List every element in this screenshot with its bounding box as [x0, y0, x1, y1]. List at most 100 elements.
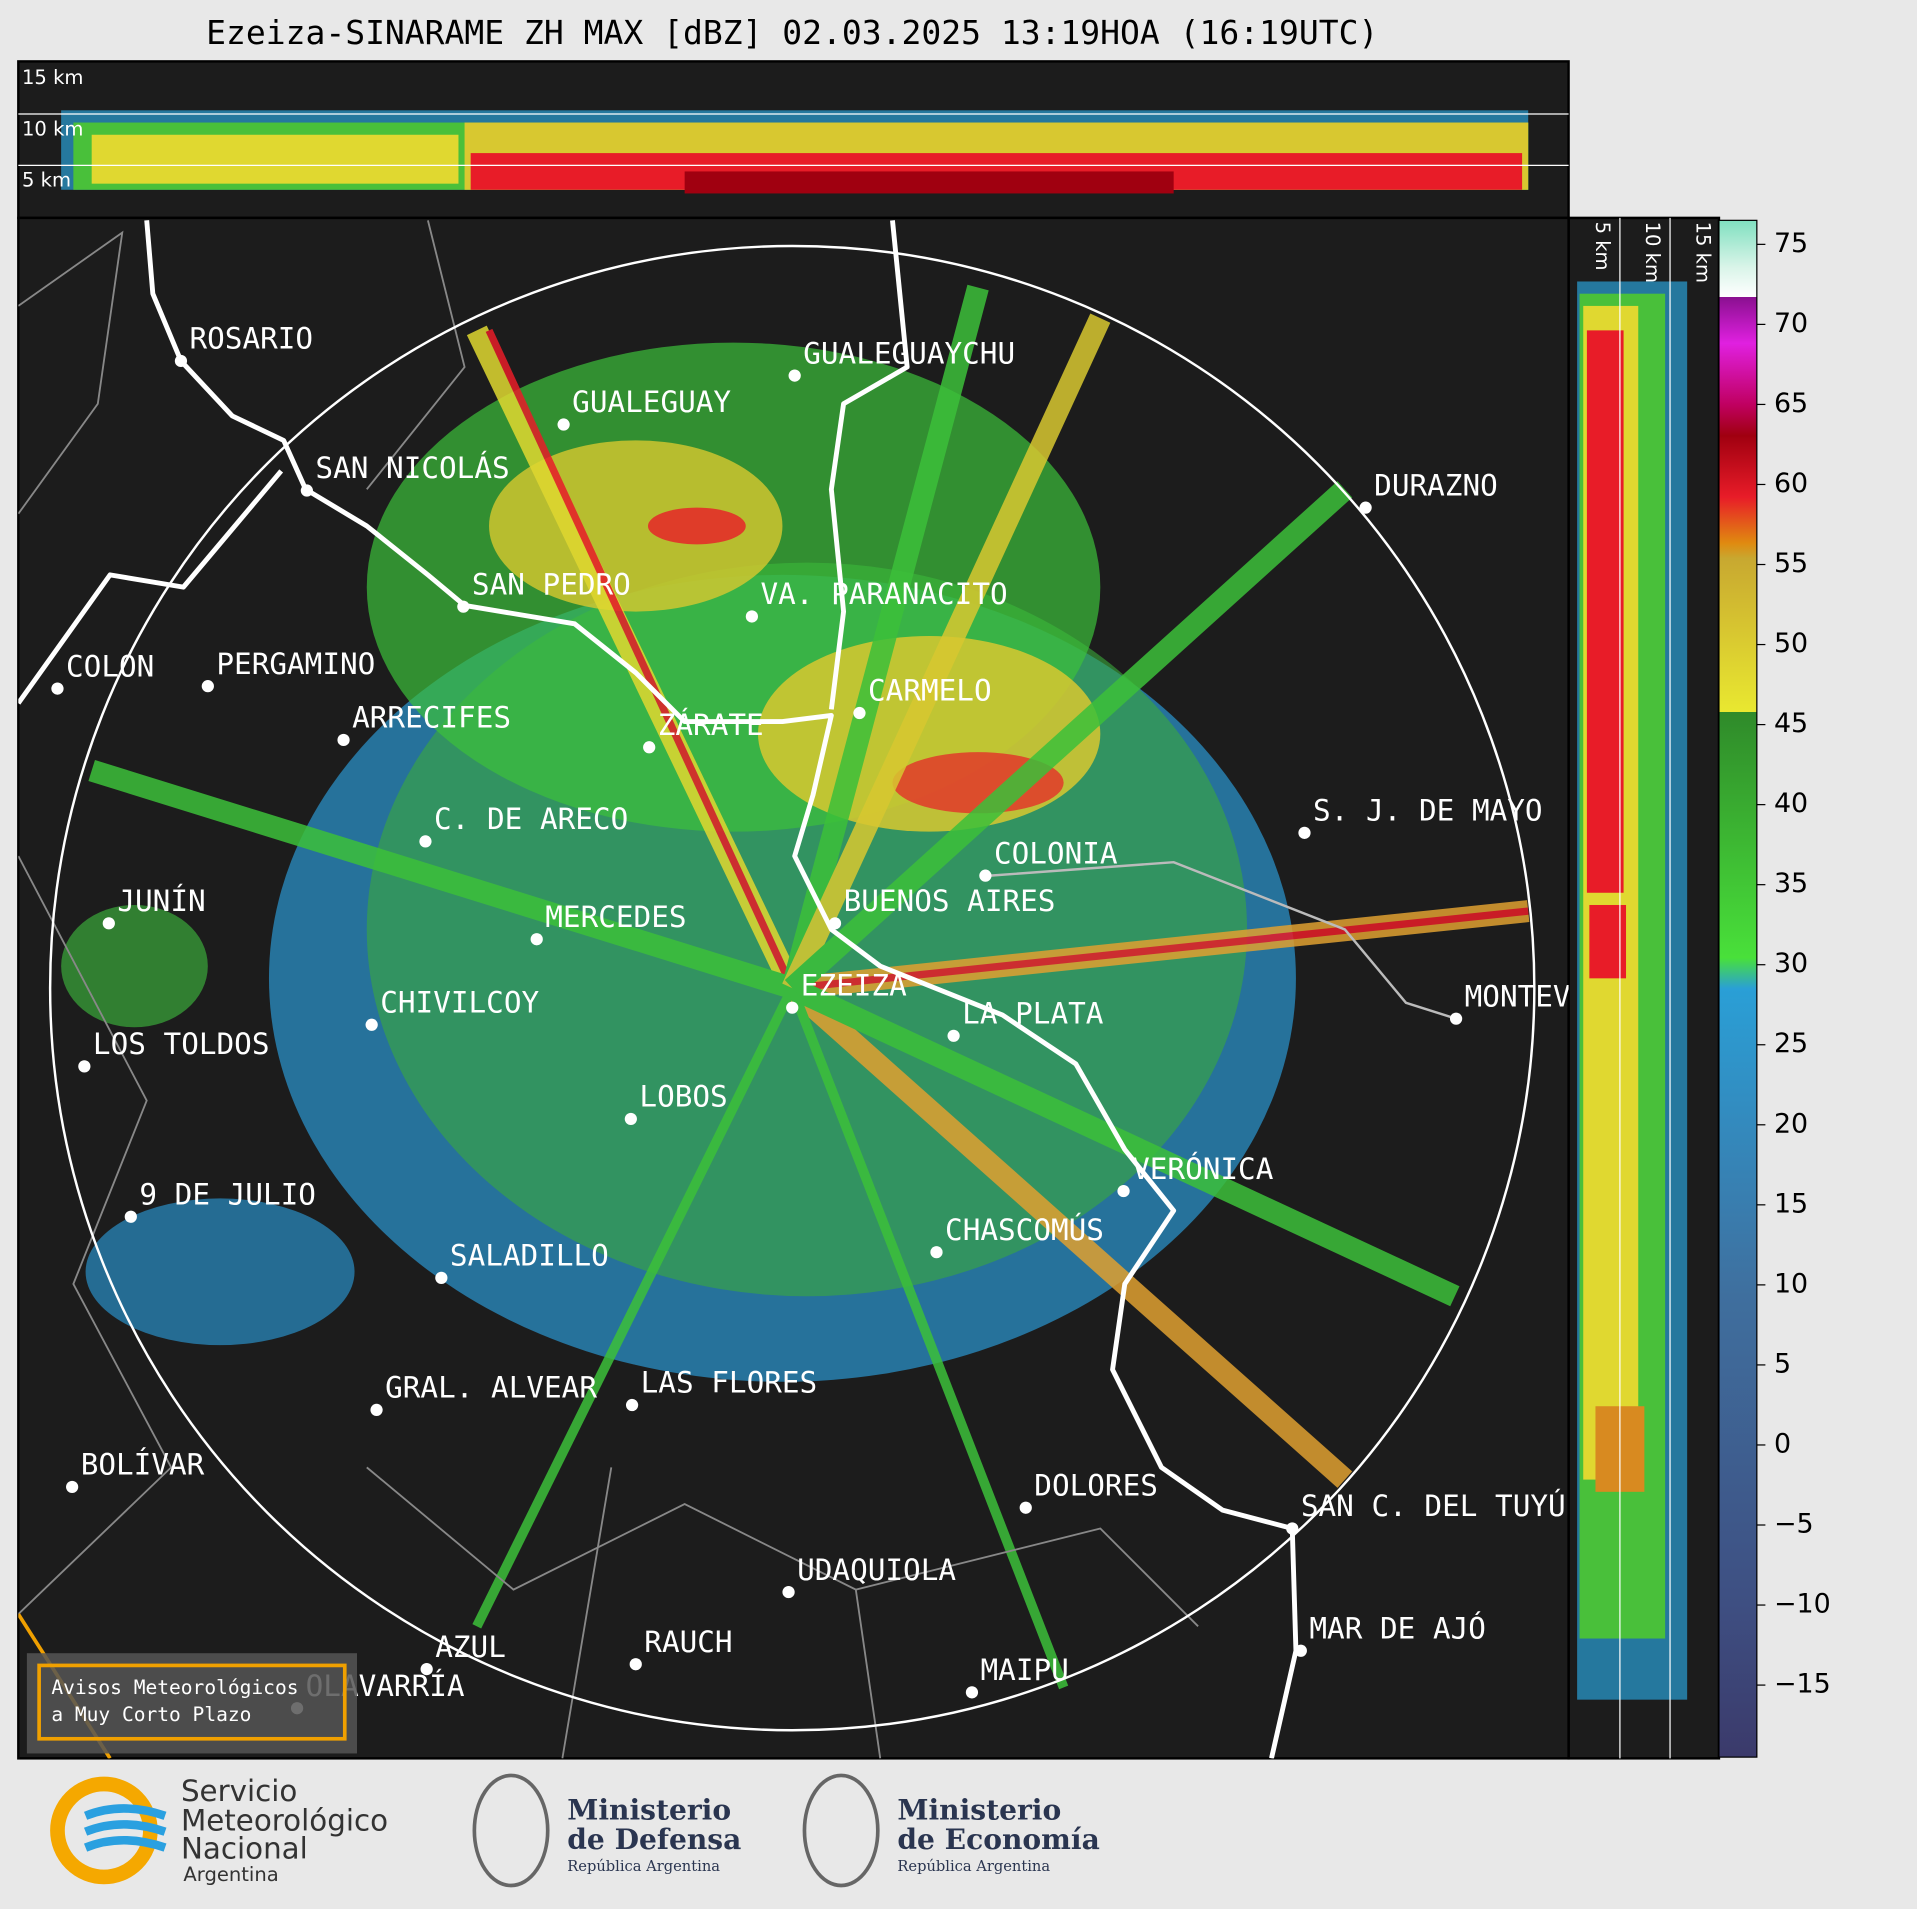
city-dot: [853, 706, 866, 720]
logo-text: Ministerio: [567, 1794, 731, 1827]
logo-text: de Economía: [897, 1823, 1099, 1856]
city-label: BOLÍVAR: [81, 1447, 205, 1482]
city-dot: [624, 1112, 637, 1126]
colorbar-tick-label: −5: [1774, 1509, 1814, 1540]
logo-text: Nacional: [181, 1832, 308, 1866]
city-dot: [643, 741, 656, 754]
city-dot: [435, 1271, 448, 1284]
city-dot: [786, 1001, 799, 1014]
city-dot: [300, 484, 313, 497]
city-dot: [965, 1686, 979, 1699]
height-label: 15 km: [22, 66, 83, 89]
city-label: LA PLATA: [962, 997, 1104, 1031]
city-dot: [930, 1246, 943, 1259]
logo-defensa: Ministerio de Defensa República Argentin…: [472, 1773, 741, 1888]
notice-text[interactable]: Avisos Meteorológicos: [51, 1676, 298, 1699]
colorbar-tick-label: 40: [1774, 788, 1808, 819]
logo-text: Ministerio: [897, 1794, 1061, 1827]
colorbar-tick-label: 25: [1774, 1028, 1808, 1059]
city-label: SAN NICOLÁS: [315, 450, 509, 485]
city-label: MONTEVIDEO: [1465, 979, 1642, 1013]
colorbar-tick-label: 60: [1774, 468, 1808, 499]
city-label: DOLORES: [1034, 1468, 1158, 1502]
colorbar-tick-label: 75: [1774, 228, 1808, 259]
city-label: MAIPU: [981, 1653, 1069, 1687]
city-dot: [828, 917, 842, 930]
city-dot: [1117, 1184, 1130, 1198]
logo-text: de Defensa: [567, 1823, 741, 1856]
city-dot: [201, 680, 214, 693]
height-label: 15 km: [1691, 222, 1714, 283]
logo-text: República Argentina: [897, 1858, 1050, 1875]
city-label: AZUL: [435, 1630, 506, 1664]
city-dot: [102, 917, 115, 930]
colorbar-ticks: −15 −10 −5 0 5 10 15 20 25 30 35 40 45 50 55 60 65 70 75: [1756, 228, 1831, 1700]
city-label: GUALEGUAYCHU: [803, 336, 1015, 370]
city-label: MAR DE AJÓ: [1309, 1609, 1486, 1645]
city-dot: [782, 1585, 795, 1599]
city-dot: [1019, 1501, 1032, 1514]
city-dot: [78, 1060, 91, 1073]
notice-frame: [37, 1663, 347, 1741]
city-dot: [1286, 1522, 1299, 1535]
city-dot: [174, 354, 188, 368]
city-label: CARMELO: [868, 674, 992, 708]
colorbar-tick-label: 5: [1774, 1348, 1791, 1379]
logo-text: República Argentina: [567, 1858, 720, 1875]
city-label: ARRECIFES: [352, 701, 511, 735]
city-dot: [947, 1029, 960, 1042]
city-dot: [530, 933, 543, 946]
city-dot: [420, 1662, 433, 1676]
city-label: VERÓNICA: [1132, 1150, 1274, 1186]
city-label: VA. PARANACITO: [760, 577, 1007, 611]
cities: ROSARIO GUALEGUAYCHU GUALEGUAY SAN NICOLÁS D…: [51, 322, 1642, 1715]
colorbar-tick-label: 65: [1774, 388, 1808, 419]
notice-text[interactable]: a Muy Corto Plazo: [51, 1703, 251, 1726]
colorbar-tick-label: 55: [1774, 548, 1808, 579]
city-label: COLONIA: [994, 836, 1118, 870]
city-dot: [365, 1018, 378, 1031]
colorbar: [1718, 219, 1758, 1758]
city-dot: [1298, 826, 1311, 839]
city-label: ROSARIO: [189, 322, 313, 356]
city-label: ZÁRATE: [658, 707, 764, 742]
city-label: SAN C. DEL TUYÚ: [1301, 1487, 1566, 1523]
logo-smn: Servicio Meteorológico Nacional Argentin…: [50, 1774, 388, 1886]
radar-echo: [18, 220, 1536, 1759]
colorbar-tick-label: 20: [1774, 1108, 1808, 1139]
city-label: LOBOS: [639, 1080, 727, 1114]
city-label: PERGAMINO: [216, 647, 375, 681]
city-label: C. DE ARECO: [434, 802, 628, 836]
city-dot: [124, 1210, 137, 1223]
logo-text: Servicio: [181, 1774, 297, 1808]
city-label: COLON: [66, 649, 154, 683]
colorbar-tick-label: −15: [1774, 1669, 1831, 1700]
side-strip-echo: [1577, 281, 1688, 1700]
city-label: LAS FLORES: [641, 1366, 818, 1400]
colorbar-tick-label: 0: [1774, 1428, 1791, 1459]
city-dot: [457, 600, 470, 613]
city-dot: [419, 835, 432, 848]
city-label: SALADILLO: [450, 1239, 609, 1273]
city-label: CHASCOMÚS: [945, 1211, 1104, 1247]
city-label: UDAQUIOLA: [797, 1553, 956, 1587]
colorbar-tick-label: 10: [1774, 1268, 1808, 1299]
city-label: BUENOS AIRES: [844, 884, 1056, 918]
height-label: 10 km: [1641, 222, 1664, 283]
city-label: RAUCH: [644, 1625, 732, 1659]
height-label: 10 km: [22, 117, 83, 140]
city-dot: [979, 869, 992, 882]
logo-text: Meteorológico: [181, 1803, 388, 1837]
city-layer: ROSARIO GUALEGUAYCHU GUALEGUAY SAN NICOLÁS D…: [51, 322, 1642, 1715]
city-dot: [66, 1480, 79, 1494]
city-dot: [1449, 1012, 1463, 1025]
city-label: MERCEDES: [545, 900, 686, 934]
city-label: GRAL. ALVEAR: [385, 1371, 597, 1405]
height-label: 5 km: [22, 169, 71, 192]
city-label: 9 DE JULIO: [139, 1177, 316, 1211]
city-label: DURAZNO: [1374, 468, 1498, 502]
colorbar-tick-label: 15: [1774, 1188, 1808, 1219]
colorbar-tick-label: −10: [1774, 1589, 1831, 1620]
